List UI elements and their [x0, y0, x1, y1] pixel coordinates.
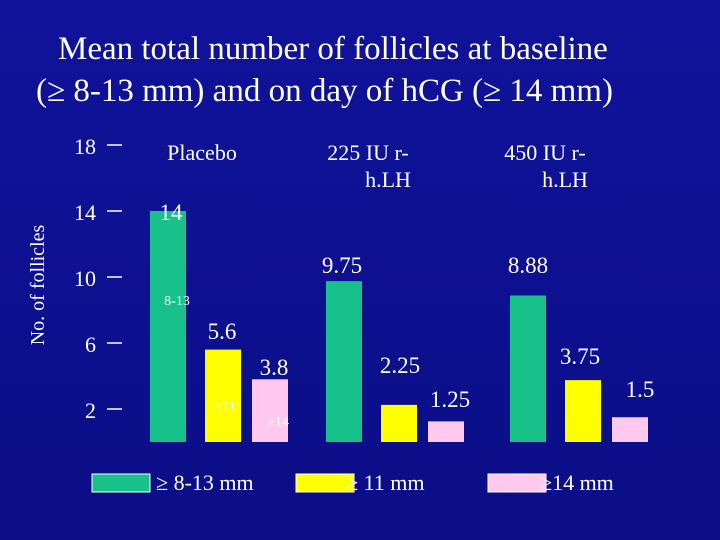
category-label: 450 IU r-h.LH: [504, 140, 588, 192]
bar-value-label: 3.75: [560, 344, 600, 369]
y-tick-label: 14: [74, 200, 96, 225]
data-labels: 14 9.75 8.88 5.6 2.25 3.75 3.8 1.25 1.5 8-13 ≥11 ≥1…: [160, 200, 655, 430]
category-labels: Placebo 225 IU r-h.LH 450 IU r-h.LH: [167, 140, 588, 192]
bar-annotation: ≥14: [267, 415, 289, 430]
slide-title: Mean total number of follicles at baseli…: [36, 28, 706, 112]
title-line-1: Mean total number of follicles at baseli…: [58, 31, 608, 67]
bar-value-label: 3.8: [260, 355, 289, 380]
bar-value-label: 1.25: [430, 387, 470, 412]
bar: [326, 281, 362, 442]
legend-label: ≥ 8-13 mm: [156, 470, 254, 495]
bar-annotation: 8-13: [164, 294, 190, 309]
bar: [510, 295, 546, 442]
bar-value-label: 9.75: [322, 253, 362, 278]
bar-value-label: 14: [160, 200, 184, 225]
y-tick-label: 10: [74, 266, 96, 291]
legend-label: ≥ 11 mm: [346, 470, 424, 495]
bar: [612, 417, 648, 442]
legend: ≥ 8-13 mm ≥ 11 mm ≥14 mm: [91, 470, 614, 495]
bar: [565, 380, 601, 442]
y-tick-label: 18: [74, 134, 96, 159]
bar: [205, 349, 241, 442]
legend-swatch: [91, 473, 151, 493]
bar: [381, 404, 417, 442]
bar-value-label: 1.5: [626, 377, 655, 402]
bar: [252, 379, 288, 442]
bar: [150, 211, 186, 442]
category-label: Placebo: [167, 140, 237, 165]
legend-swatch: [487, 473, 547, 493]
legend-label: ≥14 mm: [540, 470, 614, 495]
legend-swatch: [295, 473, 355, 493]
category-label: 225 IU r-h.LH: [327, 140, 411, 192]
bars: [150, 211, 648, 442]
y-axis-label: No. of follicles: [27, 225, 49, 346]
title-line-2: (≥ 8-13 mm) and on day of hCG (≥ 14 mm): [36, 73, 613, 109]
y-tick-label: 6: [85, 332, 96, 357]
y-axis: No. of follicles 18 14 10 6 2: [27, 134, 122, 423]
bar-value-label: 8.88: [508, 253, 548, 278]
bar-value-label: 2.25: [380, 353, 420, 378]
bar-value-label: 5.6: [208, 319, 237, 344]
y-tick-label: 2: [85, 398, 96, 423]
bar-annotation: ≥11: [214, 399, 235, 414]
bar: [428, 421, 464, 442]
